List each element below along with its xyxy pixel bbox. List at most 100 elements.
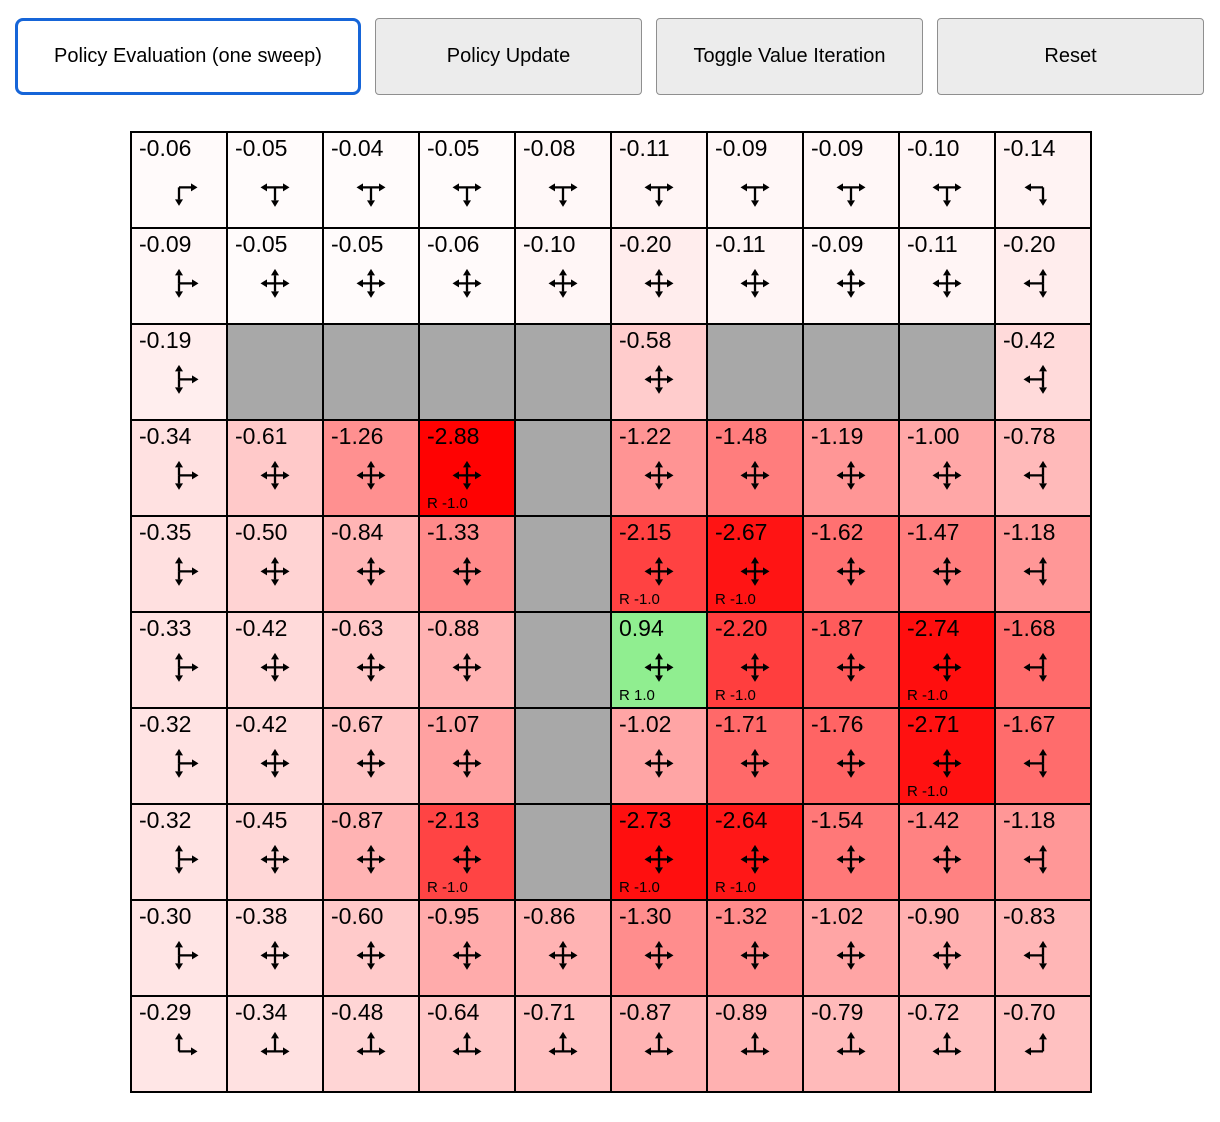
cell-value: -1.00 <box>907 423 960 449</box>
policy-arrows-icon <box>926 262 968 304</box>
grid-cell: -2.67 R -1.0 <box>707 516 803 612</box>
grid-cell: -0.83 <box>995 900 1091 996</box>
policy-arrows-icon <box>926 1030 968 1072</box>
policy-evaluation-button[interactable]: Policy Evaluation (one sweep) <box>15 18 361 95</box>
grid-cell: -2.71 R -1.0 <box>899 708 995 804</box>
wall-cell <box>515 324 611 420</box>
cell-value: -0.14 <box>1003 135 1056 161</box>
cell-value: -1.02 <box>811 903 864 929</box>
grid-cell: -2.20 R -1.0 <box>707 612 803 708</box>
grid-cell: -1.42 <box>899 804 995 900</box>
policy-arrows-icon <box>830 838 872 880</box>
grid-cell: -1.30 <box>611 900 707 996</box>
policy-arrows-icon <box>158 166 200 208</box>
grid-cell: -0.05 <box>227 228 323 324</box>
grid-cell: -2.13 R -1.0 <box>419 804 515 900</box>
policy-arrows-icon <box>446 550 488 592</box>
policy-arrows-icon <box>734 166 776 208</box>
policy-arrows-icon <box>830 454 872 496</box>
grid-cell: -1.02 <box>803 900 899 996</box>
grid-cell: -0.11 <box>707 228 803 324</box>
policy-arrows-icon <box>542 1030 584 1072</box>
policy-arrows-icon <box>1022 838 1064 880</box>
policy-arrows-icon <box>638 454 680 496</box>
policy-update-button[interactable]: Policy Update <box>375 18 642 95</box>
grid-cell: -1.48 <box>707 420 803 516</box>
grid-cell: -0.79 <box>803 996 899 1092</box>
grid-cell: -0.38 <box>227 900 323 996</box>
policy-arrows-icon <box>254 550 296 592</box>
cell-reward-label: R -1.0 <box>907 687 948 704</box>
grid-cell: -0.45 <box>227 804 323 900</box>
policy-arrows-icon <box>734 550 776 592</box>
grid-cell: -0.08 <box>515 132 611 228</box>
cell-value: -1.47 <box>907 519 960 545</box>
grid-cell: -1.18 <box>995 516 1091 612</box>
grid-cell: -0.05 <box>227 132 323 228</box>
cell-value: -0.42 <box>235 615 288 641</box>
cell-value: -0.87 <box>331 807 384 833</box>
grid-cell: -0.14 <box>995 132 1091 228</box>
grid-cell: -2.64 R -1.0 <box>707 804 803 900</box>
cell-value: -1.48 <box>715 423 768 449</box>
wall-cell <box>227 324 323 420</box>
cell-value: -0.88 <box>427 615 480 641</box>
grid-cell: -0.78 <box>995 420 1091 516</box>
cell-value: -1.07 <box>427 711 480 737</box>
grid-cell: -0.05 <box>419 132 515 228</box>
cell-value: -0.84 <box>331 519 384 545</box>
policy-arrows-icon <box>830 934 872 976</box>
policy-arrows-icon <box>1022 166 1064 208</box>
policy-arrows-icon <box>158 934 200 976</box>
cell-value: -0.63 <box>331 615 384 641</box>
cell-value: -0.90 <box>907 903 960 929</box>
cell-value: -0.32 <box>139 807 192 833</box>
policy-arrows-icon <box>1022 262 1064 304</box>
policy-arrows-icon <box>926 934 968 976</box>
cell-value: -0.32 <box>139 711 192 737</box>
grid-cell: -0.67 <box>323 708 419 804</box>
grid-cell: -0.32 <box>131 708 227 804</box>
cell-value: -0.87 <box>619 999 672 1025</box>
cell-value: -0.61 <box>235 423 288 449</box>
grid-cell: -1.00 <box>899 420 995 516</box>
grid-cell: -1.02 <box>611 708 707 804</box>
cell-value: -0.11 <box>619 135 670 161</box>
grid-cell: -1.32 <box>707 900 803 996</box>
wall-cell <box>803 324 899 420</box>
policy-arrows-icon <box>254 838 296 880</box>
cell-value: -1.18 <box>1003 519 1056 545</box>
grid-cell: -0.11 <box>899 228 995 324</box>
cell-value: -0.95 <box>427 903 480 929</box>
cell-value: -2.67 <box>715 519 768 545</box>
cell-value: -0.64 <box>427 999 480 1025</box>
toggle-value-iteration-button[interactable]: Toggle Value Iteration <box>656 18 923 95</box>
cell-value: -0.09 <box>811 231 864 257</box>
policy-arrows-icon <box>350 550 392 592</box>
grid-cell: -1.18 <box>995 804 1091 900</box>
cell-value: -0.08 <box>523 135 576 161</box>
policy-arrows-icon <box>158 550 200 592</box>
cell-value: -0.06 <box>427 231 480 257</box>
policy-arrows-icon <box>542 262 584 304</box>
cell-value: -1.32 <box>715 903 768 929</box>
grid-cell: -0.42 <box>227 612 323 708</box>
cell-value: -2.73 <box>619 807 672 833</box>
policy-arrows-icon <box>350 742 392 784</box>
grid-cell: -0.90 <box>899 900 995 996</box>
policy-arrows-icon <box>158 1030 200 1072</box>
grid-cell: -0.30 <box>131 900 227 996</box>
grid-cell: -0.48 <box>323 996 419 1092</box>
grid-cell: -0.09 <box>707 132 803 228</box>
policy-arrows-icon <box>350 646 392 688</box>
reset-button[interactable]: Reset <box>937 18 1204 95</box>
cell-value: -0.86 <box>523 903 576 929</box>
policy-arrows-icon <box>158 742 200 784</box>
policy-arrows-icon <box>350 262 392 304</box>
policy-arrows-icon <box>446 454 488 496</box>
policy-arrows-icon <box>926 550 968 592</box>
grid-cell: -0.42 <box>995 324 1091 420</box>
cell-value: -2.64 <box>715 807 768 833</box>
cell-value: -0.35 <box>139 519 192 545</box>
cell-value: -0.05 <box>235 135 288 161</box>
